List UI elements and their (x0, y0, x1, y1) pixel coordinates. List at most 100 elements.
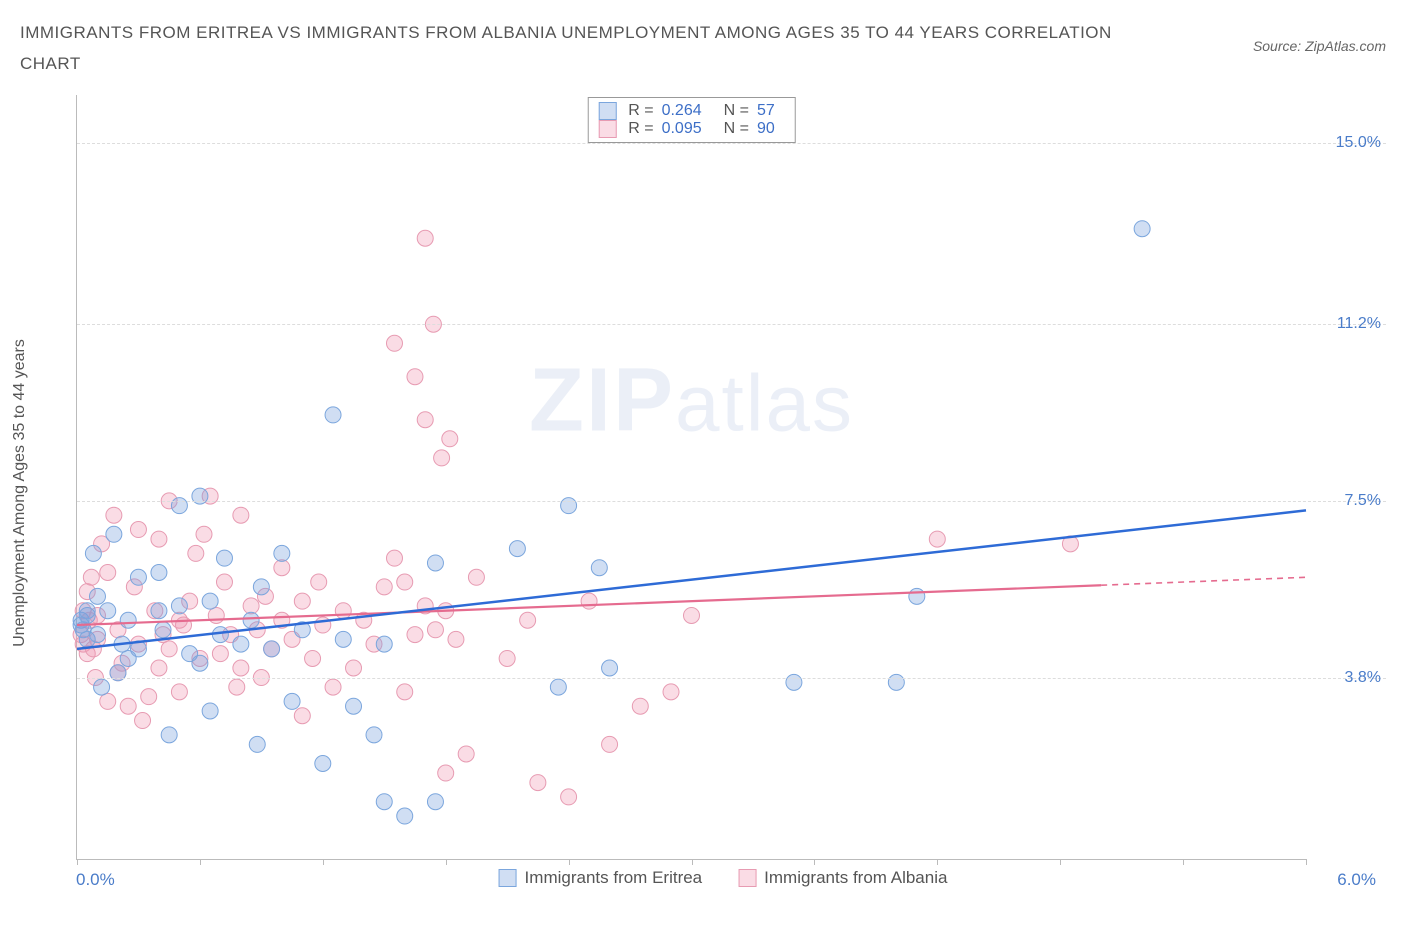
gridline (77, 501, 1386, 502)
point-eritrea (427, 555, 443, 571)
point-albania (196, 526, 212, 542)
point-eritrea (89, 627, 105, 643)
gridline (77, 678, 1386, 679)
point-albania (929, 531, 945, 547)
point-eritrea (202, 593, 218, 609)
point-eritrea (151, 603, 167, 619)
point-albania (442, 431, 458, 447)
point-albania (106, 507, 122, 523)
point-albania (407, 369, 423, 385)
point-eritrea (243, 612, 259, 628)
point-albania (243, 598, 259, 614)
point-albania (427, 622, 443, 638)
point-eritrea (120, 612, 136, 628)
point-albania (311, 574, 327, 590)
point-albania (294, 593, 310, 609)
point-eritrea (509, 541, 525, 557)
stats-legend: R = 0.264 N = 57 R = 0.095 N = 90 (587, 97, 796, 143)
point-albania (274, 560, 290, 576)
point-albania (397, 574, 413, 590)
stats-row-albania: R = 0.095 N = 90 (598, 120, 785, 138)
point-eritrea (274, 545, 290, 561)
point-albania (581, 593, 597, 609)
plot-region: ZIPatlas R = 0.264 N = 57 R = 0.095 N = … (76, 95, 1306, 860)
point-albania (530, 775, 546, 791)
point-albania (325, 679, 341, 695)
x-min-label: 0.0% (76, 870, 115, 890)
point-eritrea (171, 598, 187, 614)
point-eritrea (106, 526, 122, 542)
point-eritrea (89, 588, 105, 604)
point-eritrea (376, 636, 392, 652)
point-albania (141, 689, 157, 705)
swatch-albania (598, 120, 616, 138)
point-albania (561, 789, 577, 805)
y-tick-label: 15.0% (1336, 134, 1381, 152)
point-albania (151, 531, 167, 547)
point-eritrea (130, 569, 146, 585)
point-albania (468, 569, 484, 585)
point-albania (335, 603, 351, 619)
point-eritrea (397, 808, 413, 824)
point-eritrea (94, 679, 110, 695)
swatch-eritrea (598, 102, 616, 120)
point-albania (176, 617, 192, 633)
y-axis-label: Unemployment Among Ages 35 to 44 years (11, 339, 29, 647)
point-albania (632, 698, 648, 714)
point-eritrea (264, 641, 280, 657)
point-albania (216, 574, 232, 590)
point-albania (188, 545, 204, 561)
point-eritrea (216, 550, 232, 566)
point-eritrea (550, 679, 566, 695)
point-eritrea (161, 727, 177, 743)
point-eritrea (335, 631, 351, 647)
point-albania (458, 746, 474, 762)
point-eritrea (909, 588, 925, 604)
point-albania (208, 607, 224, 623)
point-albania (100, 693, 116, 709)
point-albania (130, 522, 146, 538)
point-albania (83, 569, 99, 585)
point-albania (294, 708, 310, 724)
swatch-eritrea-bottom (499, 869, 517, 887)
point-eritrea (202, 703, 218, 719)
point-eritrea (151, 565, 167, 581)
point-eritrea (155, 622, 171, 638)
stats-row-eritrea: R = 0.264 N = 57 (598, 102, 785, 120)
point-albania (448, 631, 464, 647)
point-albania (100, 565, 116, 581)
point-albania (434, 450, 450, 466)
point-albania (438, 765, 454, 781)
point-albania (233, 507, 249, 523)
point-albania (417, 412, 433, 428)
r-value-eritrea: 0.264 (662, 102, 702, 120)
point-eritrea (100, 603, 116, 619)
point-albania (229, 679, 245, 695)
point-albania (233, 660, 249, 676)
point-eritrea (284, 693, 300, 709)
point-albania (499, 650, 515, 666)
x-max-label: 6.0% (1337, 870, 1376, 890)
point-eritrea (602, 660, 618, 676)
point-albania (346, 660, 362, 676)
point-eritrea (427, 794, 443, 810)
gridline (77, 324, 1386, 325)
n-value-albania: 90 (757, 120, 775, 138)
point-albania (386, 335, 402, 351)
point-eritrea (366, 727, 382, 743)
bottom-legend: Immigrants from Eritrea Immigrants from … (499, 868, 948, 888)
source-label: Source: ZipAtlas.com (1253, 38, 1386, 54)
point-albania (171, 684, 187, 700)
legend-item-eritrea: Immigrants from Eritrea (499, 868, 703, 888)
point-albania (305, 650, 321, 666)
point-albania (407, 627, 423, 643)
point-albania (212, 646, 228, 662)
point-albania (602, 736, 618, 752)
point-albania (376, 579, 392, 595)
swatch-albania-bottom (738, 869, 756, 887)
y-tick-label: 3.8% (1345, 669, 1381, 687)
point-albania (417, 230, 433, 246)
r-value-albania: 0.095 (662, 120, 702, 138)
point-eritrea (325, 407, 341, 423)
y-tick-label: 7.5% (1345, 492, 1381, 510)
